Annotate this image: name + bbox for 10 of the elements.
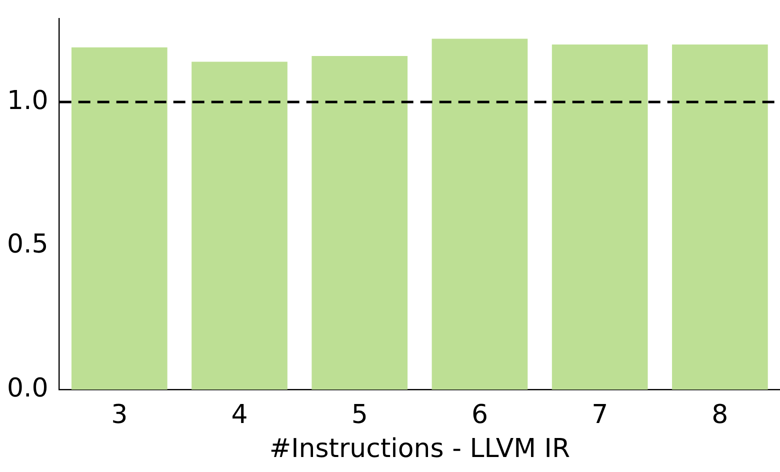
- x-tick-label: 3: [111, 400, 128, 430]
- x-tick-label: 7: [592, 400, 608, 430]
- x-axis-title: #Instructions - LLVM IR: [269, 434, 570, 464]
- x-tick-label: 6: [471, 400, 488, 430]
- x-tick-label: 4: [231, 400, 248, 430]
- y-tick-label: 1.0: [6, 86, 48, 116]
- x-tick-label: 5: [351, 400, 368, 430]
- y-tick-label: 0.5: [6, 230, 48, 260]
- x-tick-label: 8: [712, 400, 728, 430]
- y-tick-label: 0.0: [6, 373, 48, 404]
